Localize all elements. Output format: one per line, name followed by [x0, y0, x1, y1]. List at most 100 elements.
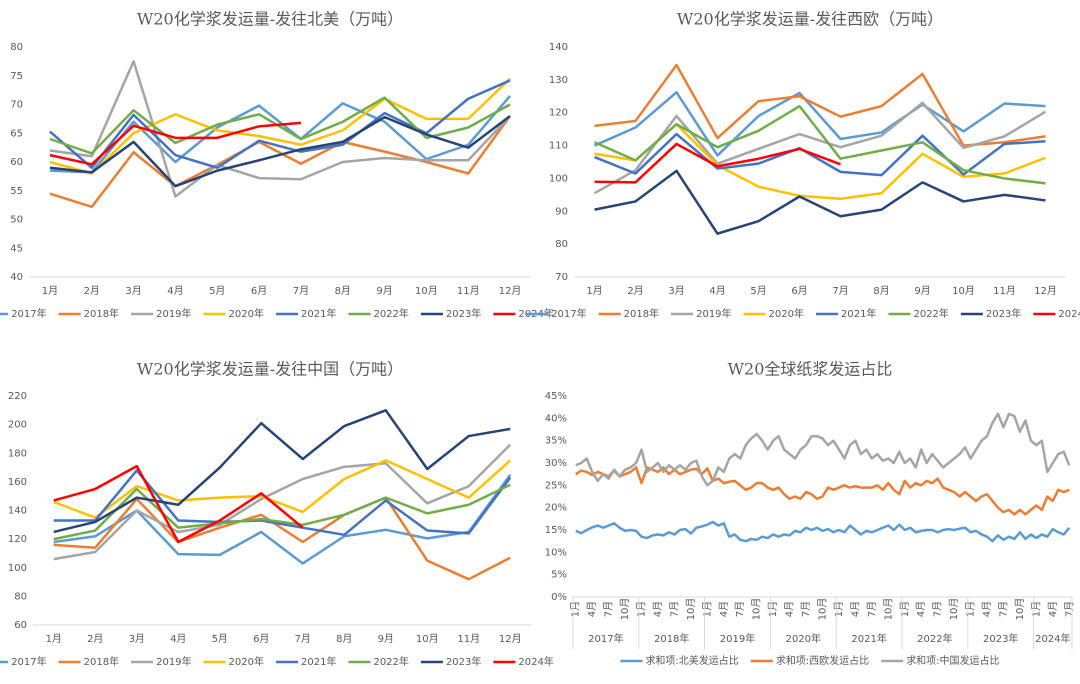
y-tick-label: 40	[10, 272, 23, 283]
x-tick-label: 3月	[129, 633, 145, 645]
y-tick-label: 200	[8, 420, 27, 431]
series-line	[575, 520, 1071, 543]
y-tick-label: 80	[14, 591, 27, 602]
x-tick-label: 6月	[791, 285, 807, 297]
x-tick-label: 4月	[718, 601, 730, 617]
year-label: 2018年	[654, 632, 689, 645]
legend-label: 2021年	[301, 655, 336, 668]
legend-label: 2020年	[769, 307, 804, 320]
y-tick-label: 35%	[545, 436, 567, 447]
x-tick-label: 5月	[750, 285, 766, 297]
legend-label: 2023年	[446, 655, 481, 668]
x-tick-label: 8月	[335, 285, 351, 297]
legend-label: 2023年	[986, 307, 1021, 320]
chart-title: W20化学浆发运量-发往西欧（万吨）	[677, 10, 943, 29]
legend: 求和项:北美发运占比 求和项:西欧发运占比 求和项:中国发运占比	[620, 654, 1000, 667]
x-tick-label: 7月	[866, 601, 878, 617]
y-tick-label: 65	[10, 128, 23, 139]
legend-label: 2019年	[156, 655, 191, 668]
series-line	[53, 409, 511, 534]
x-tick-label: 10月	[619, 598, 631, 621]
series-line	[53, 473, 512, 565]
x-tick-label: 2月	[87, 633, 103, 645]
x-tick-label: 4月	[915, 601, 927, 617]
legend-label: 求和项:中国发运占比	[906, 654, 999, 667]
x-tick-label: 9月	[378, 633, 394, 645]
y-tick-label: 160	[8, 477, 27, 488]
y-tick-label: 25%	[545, 480, 567, 491]
series-line	[53, 443, 512, 561]
x-tick-label: 2月	[627, 285, 643, 297]
x-tick-label: 1月	[701, 601, 713, 617]
x-tick-label: 4月	[784, 601, 796, 617]
y-tick-label: 110	[549, 141, 568, 152]
x-tick-label: 1月	[586, 285, 602, 297]
chart-panel: W20化学浆发运量-发往西欧（万吨） 70 80 90 100 110 120 130 140 1…	[526, 10, 1080, 320]
x-tick-label: 7月	[832, 285, 848, 297]
year-label: 2024年	[1035, 632, 1070, 645]
y-tick-label: 50	[10, 215, 23, 226]
x-tick-label: 1月	[636, 601, 648, 617]
year-label: 2023年	[983, 632, 1018, 645]
x-tick-label: 3月	[668, 285, 684, 297]
x-tick-label: 4月	[170, 633, 186, 645]
series-line	[593, 101, 1047, 195]
series-line	[593, 104, 1046, 185]
legend: 2017年 2018年 2019年 2020年 2021年 2022年 2023年 2024年	[526, 307, 1080, 320]
x-tick-label: 10月	[948, 598, 960, 621]
y-tick-label: 140	[8, 506, 27, 517]
y-tick-label: 30%	[545, 458, 567, 469]
x-tick-label: 1月	[46, 633, 62, 645]
legend-label: 2024年	[1058, 307, 1080, 320]
x-tick-label: 7月	[668, 601, 680, 617]
x-tick-label: 7月	[603, 601, 615, 617]
x-tick-label: 7月	[295, 633, 311, 645]
x-tick-label: 2月	[84, 285, 100, 297]
series-line	[575, 466, 1070, 516]
x-tick-label: 10月	[416, 633, 439, 645]
legend: 2017年 2018年 2019年 2020年 2021年 2022年 2023年 2024年	[0, 655, 554, 668]
y-tick-label: 45%	[545, 391, 567, 402]
x-tick-label: 4月	[167, 285, 183, 297]
chart-title: W20化学浆发运量-发往中国（万吨）	[137, 360, 403, 379]
y-tick-label: 100	[549, 173, 568, 184]
x-tick-label: 6月	[251, 285, 267, 297]
year-label: 2017年	[588, 632, 623, 645]
y-tick-label: 80	[10, 42, 23, 53]
series-line	[49, 77, 511, 175]
x-tick-label: 1月	[1030, 601, 1042, 617]
legend-label: 2019年	[696, 307, 731, 320]
series-line	[53, 469, 512, 537]
x-tick-label: 12月	[499, 285, 522, 297]
x-tick-label: 4月	[981, 601, 993, 617]
x-tick-label: 11月	[993, 285, 1016, 297]
x-tick-label: 1月	[899, 601, 911, 617]
x-tick-label: 12月	[1034, 285, 1057, 297]
legend-label: 2020年	[229, 307, 264, 320]
chart-panel: W20全球纸浆发运占比 0% 5% 10% 15% 20% 25% 30% 35% 40% 45% 1…	[545, 360, 1075, 668]
series-line	[49, 60, 511, 198]
series-line	[49, 95, 512, 174]
series-line	[49, 121, 302, 166]
x-tick-label: 10月	[817, 598, 829, 621]
y-tick-label: 0%	[551, 592, 567, 603]
x-tick-label: 7月	[932, 601, 944, 617]
y-tick-label: 45	[10, 243, 23, 254]
y-tick-label: 180	[8, 448, 27, 459]
legend-label: 2023年	[446, 307, 481, 320]
x-tick-label: 11月	[457, 285, 480, 297]
year-label: 2020年	[786, 632, 821, 645]
chart-panel: W20化学浆发运量-发往中国（万吨） 60 80 100 120 140 160 180 200…	[0, 360, 554, 668]
x-tick-label: 1月	[833, 601, 845, 617]
x-tick-label: 1月	[767, 601, 779, 617]
legend-label: 2019年	[156, 307, 191, 320]
y-tick-label: 40%	[545, 413, 567, 424]
legend-label: 2021年	[841, 307, 876, 320]
series-line	[49, 115, 512, 209]
series-line	[49, 79, 511, 169]
legend-label: 2022年	[373, 307, 408, 320]
x-tick-label: 11月	[457, 633, 480, 645]
series-line	[53, 496, 511, 581]
y-tick-label: 5%	[551, 570, 567, 581]
